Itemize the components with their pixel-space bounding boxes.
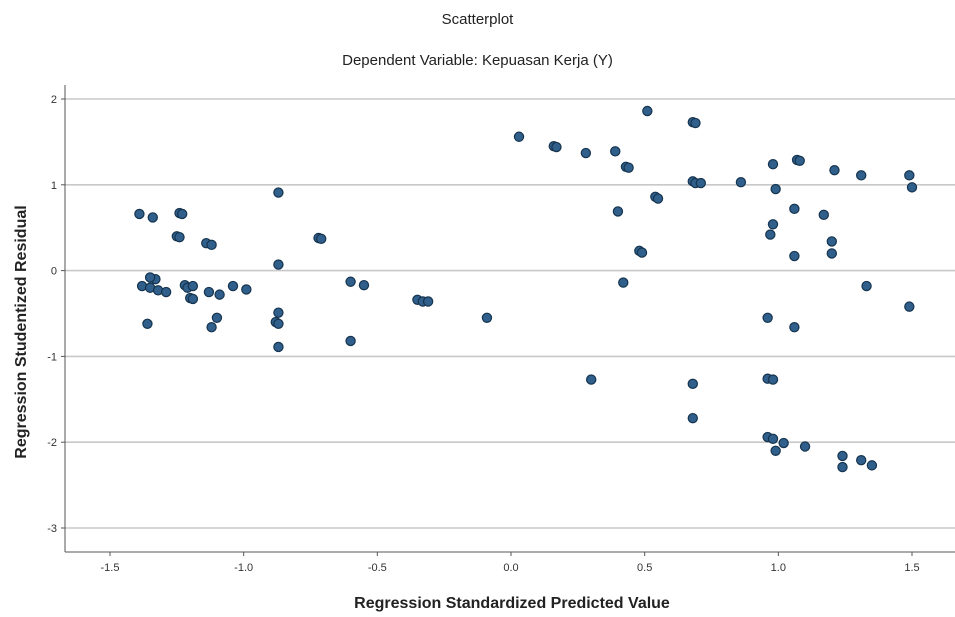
data-point — [652, 193, 664, 204]
x-axis-label: Regression Standardized Predicted Value — [354, 595, 670, 612]
data-point — [904, 170, 915, 181]
x-tick-label: -1.5 — [101, 562, 120, 574]
x-tick-label: -0.5 — [368, 562, 387, 574]
data-point — [273, 341, 284, 353]
y-tick-label: -2 — [47, 437, 57, 449]
data-point — [187, 293, 199, 305]
data-point — [211, 312, 223, 323]
data-point — [856, 170, 867, 181]
x-tick-label: 0.0 — [503, 562, 518, 574]
data-point — [906, 182, 918, 193]
data-point — [826, 236, 838, 247]
y-tick-label: -1 — [47, 351, 57, 363]
data-point — [789, 250, 800, 262]
data-point — [818, 209, 829, 221]
data-point — [794, 155, 805, 166]
data-point — [789, 203, 800, 215]
data-point — [695, 177, 707, 189]
data-point — [241, 284, 252, 295]
gridlines — [65, 98, 955, 529]
chart-subtitle: Dependent Variable: Kepuasan Kerja (Y) — [342, 52, 613, 69]
data-point — [610, 146, 621, 157]
x-tick-label: 0.5 — [637, 562, 652, 574]
data-point — [586, 374, 597, 385]
data-point — [735, 177, 747, 188]
data-point — [837, 450, 848, 462]
data-point — [206, 239, 217, 251]
data-point — [345, 335, 356, 347]
data-point — [345, 276, 356, 287]
data-point — [856, 455, 867, 466]
data-point — [176, 208, 188, 220]
data-point — [826, 248, 838, 259]
y-tick-label: 0 — [51, 266, 57, 278]
data-point — [767, 433, 779, 444]
y-tick-label: -3 — [47, 523, 57, 535]
data-point — [315, 233, 327, 245]
data-points — [134, 105, 918, 473]
x-axis-ticks: -1.5 -1.0 -0.5 0.0 0.5 1.0 1.5 — [101, 552, 920, 574]
data-point — [273, 187, 284, 198]
y-tick-label: 2 — [51, 94, 57, 106]
y-axis-label: Regression Studentized Residual — [13, 205, 30, 459]
data-point — [358, 279, 370, 291]
data-point — [904, 301, 915, 312]
data-point — [160, 286, 172, 298]
data-point — [227, 280, 239, 292]
data-point — [767, 374, 779, 385]
data-point — [799, 441, 811, 452]
data-point — [273, 318, 284, 329]
data-point — [273, 259, 284, 270]
x-tick-label: 1.5 — [904, 562, 919, 574]
data-point — [422, 296, 434, 307]
data-point — [623, 162, 634, 173]
data-point — [778, 437, 789, 449]
data-point — [690, 117, 701, 129]
data-point — [147, 212, 158, 223]
data-point — [837, 461, 848, 473]
data-point — [206, 322, 217, 333]
data-point — [203, 286, 215, 298]
data-point — [762, 312, 773, 323]
data-point — [580, 147, 592, 159]
data-point — [789, 322, 800, 333]
data-point — [687, 378, 698, 390]
x-tick-label: -1.0 — [234, 562, 253, 574]
data-point — [765, 229, 776, 240]
data-point — [767, 159, 779, 170]
data-point — [134, 208, 145, 220]
data-point — [612, 206, 624, 217]
data-point — [551, 141, 562, 153]
data-point — [829, 165, 840, 176]
data-point — [861, 280, 872, 292]
data-point — [618, 277, 629, 288]
data-point — [767, 219, 779, 230]
data-point — [481, 312, 493, 323]
data-point — [187, 280, 199, 292]
x-tick-label: 1.0 — [771, 562, 786, 574]
data-point — [144, 272, 156, 283]
data-point — [770, 445, 781, 456]
data-point — [642, 105, 653, 117]
data-point — [273, 307, 284, 318]
y-tick-label: 1 — [51, 180, 57, 192]
data-point — [687, 412, 698, 424]
data-point — [174, 231, 185, 243]
data-point — [770, 183, 781, 195]
data-point — [142, 318, 153, 329]
data-point — [214, 289, 225, 300]
data-point — [636, 247, 648, 258]
y-axis-ticks: 2 1 0 -1 -2 -3 — [47, 94, 65, 535]
data-point — [513, 131, 525, 142]
chart-title: Scatterplot — [441, 11, 514, 28]
axes — [64, 85, 955, 553]
data-point — [866, 460, 878, 471]
